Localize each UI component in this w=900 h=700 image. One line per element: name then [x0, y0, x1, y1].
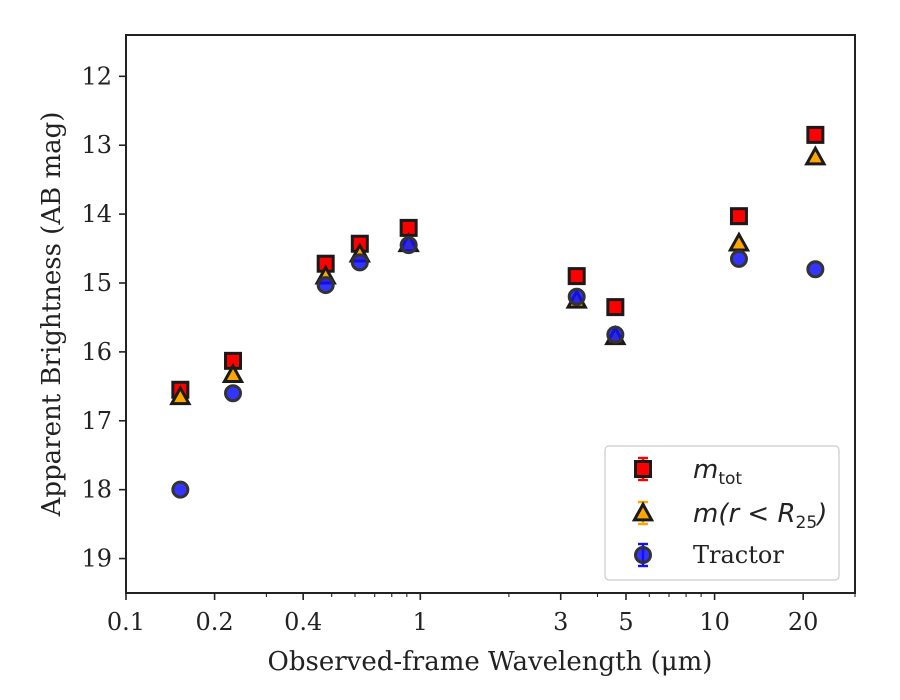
- data-point: [806, 260, 825, 279]
- marks-layer: [169, 125, 827, 499]
- data-point: [631, 500, 655, 526]
- circle-marker: [606, 325, 625, 344]
- y-tick-label: 18: [81, 476, 112, 504]
- data-point: [729, 249, 748, 268]
- triangle-marker: [727, 231, 751, 252]
- circle-marker: [224, 384, 243, 403]
- circle-marker: [171, 480, 190, 499]
- data-point: [804, 145, 827, 166]
- data-point: [169, 384, 192, 406]
- legend-label-tractor: Tractor: [693, 541, 784, 569]
- data-point: [634, 542, 652, 568]
- data-point: [567, 287, 586, 306]
- series-triangle: [169, 145, 827, 406]
- data-point: [634, 456, 652, 482]
- legend-m-r25-sub: 25: [796, 513, 818, 533]
- triangle-marker: [221, 362, 245, 384]
- legend-m-r25-main: m(r < R: [693, 499, 796, 529]
- circle-marker: [806, 260, 825, 279]
- series-square: [171, 125, 825, 399]
- circle-marker: [350, 253, 369, 272]
- data-point: [727, 231, 751, 252]
- y-axis-label: Apparent Brightness (AB mag): [37, 112, 67, 518]
- data-point: [806, 125, 825, 144]
- series-circle: [171, 236, 825, 499]
- y-tick-label: 15: [81, 269, 112, 297]
- x-tick-label: 1: [413, 608, 428, 636]
- y-tick-label: 13: [81, 131, 112, 159]
- triangle-marker: [169, 384, 192, 406]
- y-tick-label: 16: [81, 338, 112, 366]
- y-tick-label: 14: [81, 200, 112, 228]
- legend-m-r25-close: ): [815, 499, 827, 529]
- legend-label-m-r25: m(r < R25): [693, 499, 827, 533]
- plot-frame: [125, 34, 856, 594]
- x-tick-label: 0.1: [107, 608, 145, 636]
- data-point: [224, 384, 243, 403]
- circle-marker: [316, 276, 335, 295]
- data-point: [316, 276, 335, 295]
- circle-marker: [634, 546, 652, 564]
- y-tick-label: 12: [81, 62, 112, 90]
- x-axis-label: Observed-frame Wavelength (μm): [268, 647, 713, 677]
- x-tick-label: 10: [699, 608, 730, 636]
- square-marker: [806, 125, 825, 144]
- legend-markers: [631, 456, 655, 568]
- y-tick-label: 17: [81, 407, 112, 435]
- square-marker: [567, 267, 586, 286]
- data-point: [567, 267, 586, 286]
- triangle-marker: [631, 501, 655, 522]
- legend-label-mtot: mtot: [693, 455, 742, 489]
- legend-mtot-main: m: [693, 455, 718, 485]
- data-point: [729, 207, 748, 226]
- x-tick-label: 0.2: [196, 608, 234, 636]
- square-marker: [606, 298, 625, 317]
- circle-marker: [729, 249, 748, 268]
- x-tick-label: 5: [618, 608, 633, 636]
- circle-marker: [399, 236, 418, 255]
- x-tick-label: 0.4: [284, 608, 322, 636]
- data-point: [171, 480, 190, 499]
- y-tick-label: 19: [81, 545, 112, 573]
- legend: mtot m(r < R25) Tractor: [604, 445, 840, 581]
- data-point: [606, 298, 625, 317]
- legend-mtot-sub: tot: [718, 469, 742, 489]
- data-point: [399, 236, 418, 255]
- square-marker: [729, 207, 748, 226]
- data-point: [350, 253, 369, 272]
- data-point: [606, 325, 625, 344]
- data-point: [221, 362, 245, 384]
- x-tick-label: 3: [553, 608, 568, 636]
- circle-marker: [567, 287, 586, 306]
- square-marker: [634, 460, 652, 478]
- x-tick-label: 20: [788, 608, 819, 636]
- legend-frame: [604, 445, 840, 581]
- triangle-marker: [804, 145, 827, 166]
